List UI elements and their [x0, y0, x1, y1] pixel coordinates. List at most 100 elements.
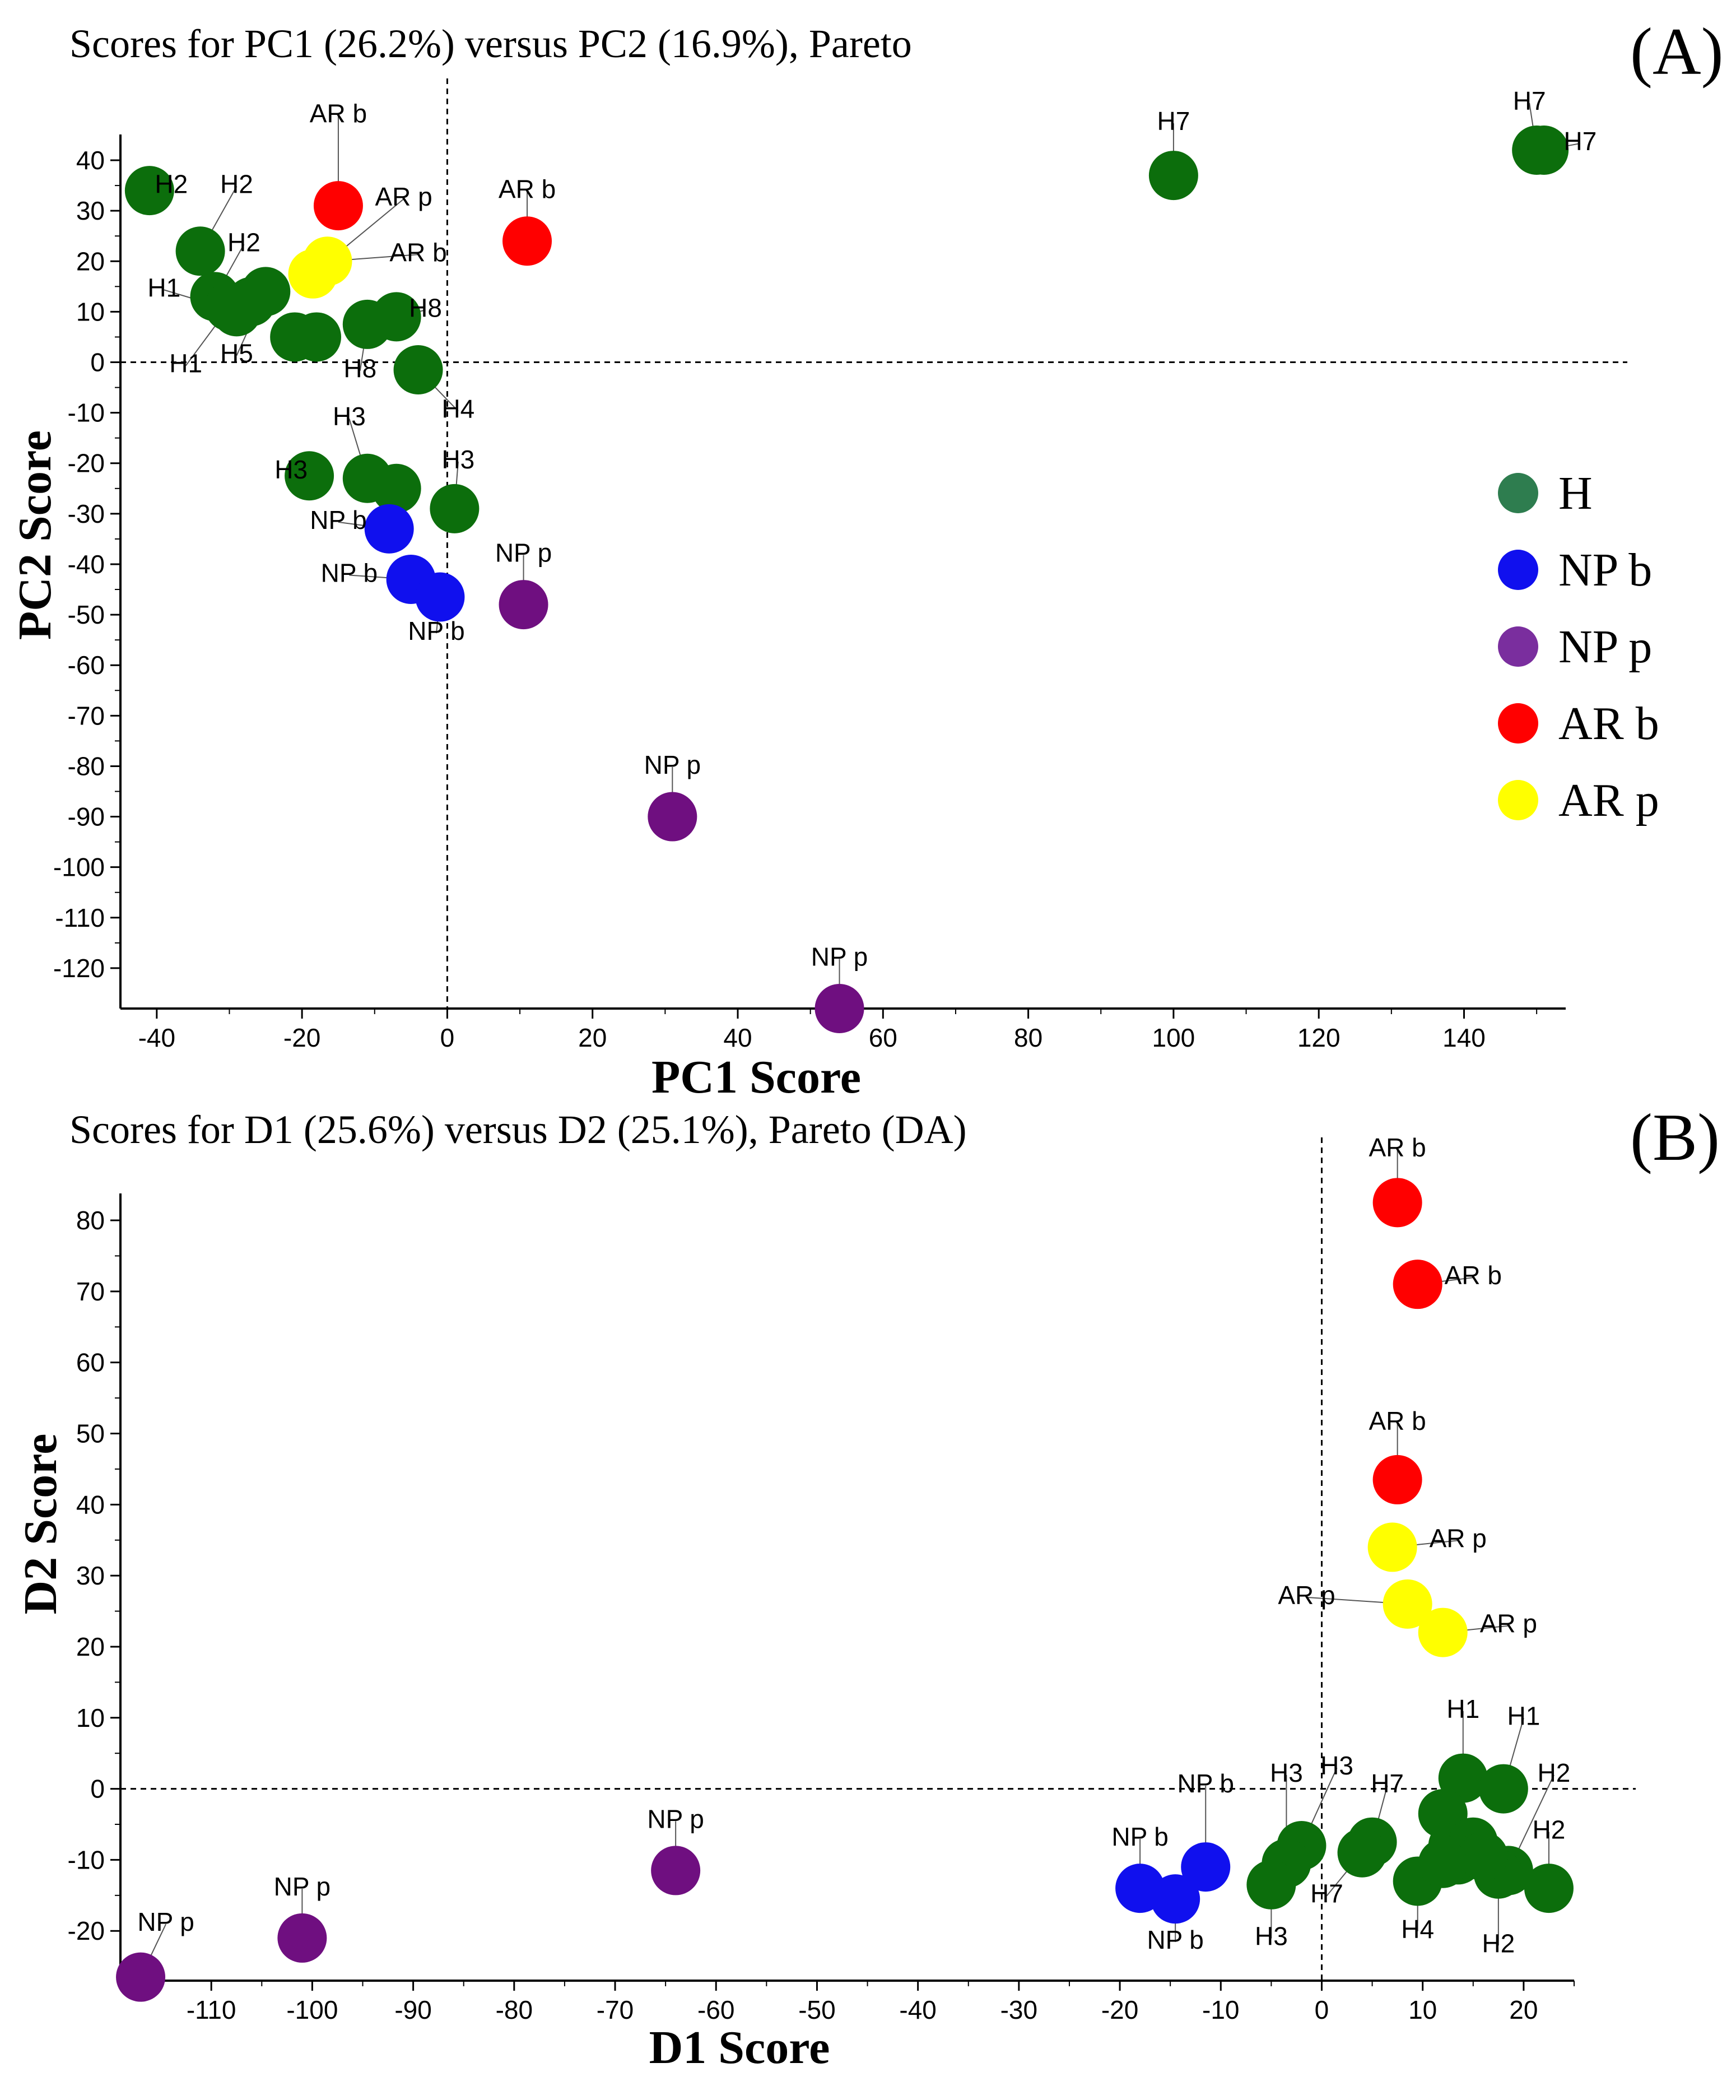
panel-b-label: (B) — [1630, 1100, 1720, 1174]
pca-x-axis-label: PC1 Score — [651, 1051, 861, 1103]
x-tick-label: -10 — [1202, 1995, 1239, 2024]
y-tick-label: 60 — [76, 1348, 105, 1377]
data-point — [1372, 1178, 1422, 1228]
x-tick-label: 80 — [1014, 1023, 1042, 1052]
y-tick-label: -70 — [68, 701, 105, 730]
data-point — [1246, 1860, 1296, 1909]
data-point — [371, 292, 421, 342]
point-label: NP b — [408, 616, 464, 645]
da-points — [116, 1178, 1574, 2002]
point-label: H7 — [1310, 1879, 1343, 1908]
data-point — [285, 451, 334, 501]
data-point — [1519, 126, 1569, 175]
point-label: NP b — [1111, 1822, 1168, 1851]
y-tick-label: -20 — [68, 1916, 105, 1945]
x-tick-label: -30 — [1000, 1995, 1037, 2024]
y-tick-label: 30 — [76, 196, 105, 225]
y-tick-label: -80 — [68, 751, 105, 780]
data-point — [116, 1952, 166, 2002]
data-point — [313, 181, 363, 231]
y-tick-label: 0 — [90, 348, 105, 377]
x-tick-label: 120 — [1297, 1023, 1341, 1052]
point-label: H7 — [1513, 86, 1546, 115]
data-point — [651, 1846, 701, 1895]
data-point — [1337, 1828, 1387, 1878]
pca-points — [124, 126, 1569, 1033]
data-point — [648, 792, 697, 842]
point-label: AR b — [389, 238, 446, 267]
point-label: H2 — [155, 170, 188, 199]
data-point — [415, 572, 465, 622]
y-tick-label: 20 — [76, 1632, 105, 1661]
pca-zero-lines — [120, 78, 1627, 1009]
data-point — [502, 216, 552, 266]
legend: H NP b NP p AR b AR p — [1498, 467, 1659, 826]
x-tick-label: 140 — [1442, 1023, 1486, 1052]
point-label: H2 — [1533, 1815, 1566, 1844]
point-label: H2 — [220, 170, 253, 199]
data-point — [1367, 1522, 1417, 1572]
data-point — [1458, 1832, 1508, 1881]
pca-plot-title: Scores for PC1 (26.2%) versus PC2 (16.9%… — [69, 21, 912, 66]
x-tick-label: -80 — [496, 1995, 533, 2024]
point-label: H1 — [147, 273, 180, 302]
x-tick-label: -40 — [899, 1995, 936, 2024]
da-point-labels: AR b AR b AR b AR p AR p AR p H1 H1 H2 H2 H2 H4 H7 H3… — [137, 1133, 1570, 1958]
x-tick-label: 10 — [1408, 1995, 1437, 2024]
data-point — [1524, 1864, 1574, 1913]
x-tick-label: 0 — [1315, 1995, 1329, 2024]
data-point — [430, 484, 480, 533]
y-tick-label: 70 — [76, 1277, 105, 1306]
y-tick-label: -100 — [53, 853, 105, 882]
da-tick-labels: -110 -100 -90 -80 -70 -60 -50 -40 -30 -20 -10 0 10 20… — [68, 1206, 1575, 2024]
da-zero-lines — [120, 1137, 1636, 1981]
point-label: H7 — [1371, 1769, 1404, 1798]
point-label: H2 — [1538, 1758, 1571, 1787]
x-tick-label: -20 — [283, 1023, 320, 1052]
legend-label: AR p — [1558, 774, 1659, 826]
y-tick-label: -90 — [68, 802, 105, 831]
x-tick-label: 20 — [1509, 1995, 1538, 2024]
point-label: NP p — [274, 1872, 331, 1901]
da-plot-title: Scores for D1 (25.6%) versus D2 (25.1%),… — [69, 1107, 967, 1152]
point-label: H3 — [274, 455, 308, 484]
legend-swatch — [1498, 703, 1538, 744]
x-tick-label: 100 — [1152, 1023, 1195, 1052]
data-point — [371, 463, 421, 513]
data-point — [364, 504, 414, 554]
legend-label: NP p — [1558, 621, 1652, 673]
panel-a-label: (A) — [1630, 14, 1724, 89]
point-label: H8 — [409, 293, 442, 322]
x-tick-label: -50 — [798, 1995, 835, 2024]
point-label: NP p — [137, 1907, 194, 1936]
data-point — [302, 236, 352, 286]
point-label: AR p — [1278, 1581, 1335, 1610]
point-label: H3 — [333, 402, 366, 431]
point-label: AR b — [310, 99, 367, 128]
legend-swatch — [1498, 626, 1538, 667]
point-label: H3 — [441, 445, 474, 474]
data-point — [1181, 1842, 1231, 1892]
legend-label: AR b — [1558, 698, 1659, 750]
legend-label: NP b — [1558, 544, 1652, 596]
point-label: H1 — [169, 349, 202, 378]
legend-swatch — [1498, 550, 1538, 590]
data-point — [226, 277, 276, 327]
data-point — [1372, 1455, 1422, 1504]
point-label: NP b — [310, 505, 366, 535]
x-tick-label: -60 — [697, 1995, 734, 2024]
y-tick-label: 50 — [76, 1419, 105, 1448]
point-label: H7 — [1157, 106, 1190, 136]
data-point — [1418, 1838, 1468, 1888]
x-tick-label: 60 — [869, 1023, 897, 1052]
x-tick-label: -100 — [286, 1995, 338, 2024]
point-label: NP p — [647, 1804, 704, 1833]
y-tick-label: -40 — [68, 550, 105, 579]
y-tick-label: -10 — [68, 1845, 105, 1874]
point-label: NP b — [1177, 1769, 1234, 1798]
data-point — [393, 345, 443, 395]
point-label: AR p — [375, 182, 432, 211]
data-point — [1383, 1579, 1432, 1629]
point-label: H7 — [1564, 127, 1597, 156]
y-tick-label: -10 — [68, 398, 105, 428]
